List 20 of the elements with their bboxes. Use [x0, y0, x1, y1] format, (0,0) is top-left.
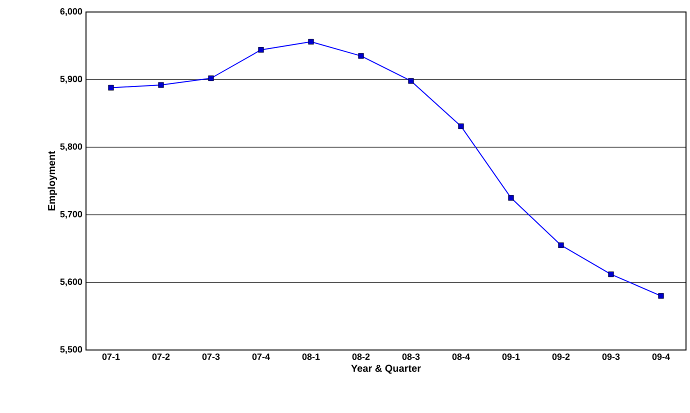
y-tick-label: 5,600: [60, 278, 82, 286]
x-tick-label: 09-1: [502, 354, 520, 360]
x-tick-label: 08-3: [402, 354, 420, 360]
x-tick-label: 07-3: [202, 354, 220, 360]
x-tick-label: 09-2: [552, 354, 570, 360]
x-tick-label: 07-4: [252, 354, 270, 360]
y-axis-title: Employment: [48, 151, 58, 210]
x-tick-label: 09-4: [652, 354, 670, 360]
x-tick-label: 08-2: [352, 354, 370, 360]
y-tick-label: 6,000: [60, 8, 82, 16]
y-tick-label: 5,700: [60, 210, 82, 219]
y-tick-label: 5,500: [60, 346, 82, 354]
x-axis-title: Year & Quarter: [351, 364, 421, 374]
y-tick-label: 5,900: [60, 76, 82, 84]
x-tick-label: 08-1: [302, 354, 320, 360]
y-tick-label: 5,800: [60, 143, 82, 152]
x-tick-label: 07-1: [102, 354, 120, 360]
x-tick-label: 09-3: [602, 354, 620, 360]
x-tick-label: 07-2: [152, 354, 170, 360]
x-tick-label: 08-4: [452, 354, 470, 360]
